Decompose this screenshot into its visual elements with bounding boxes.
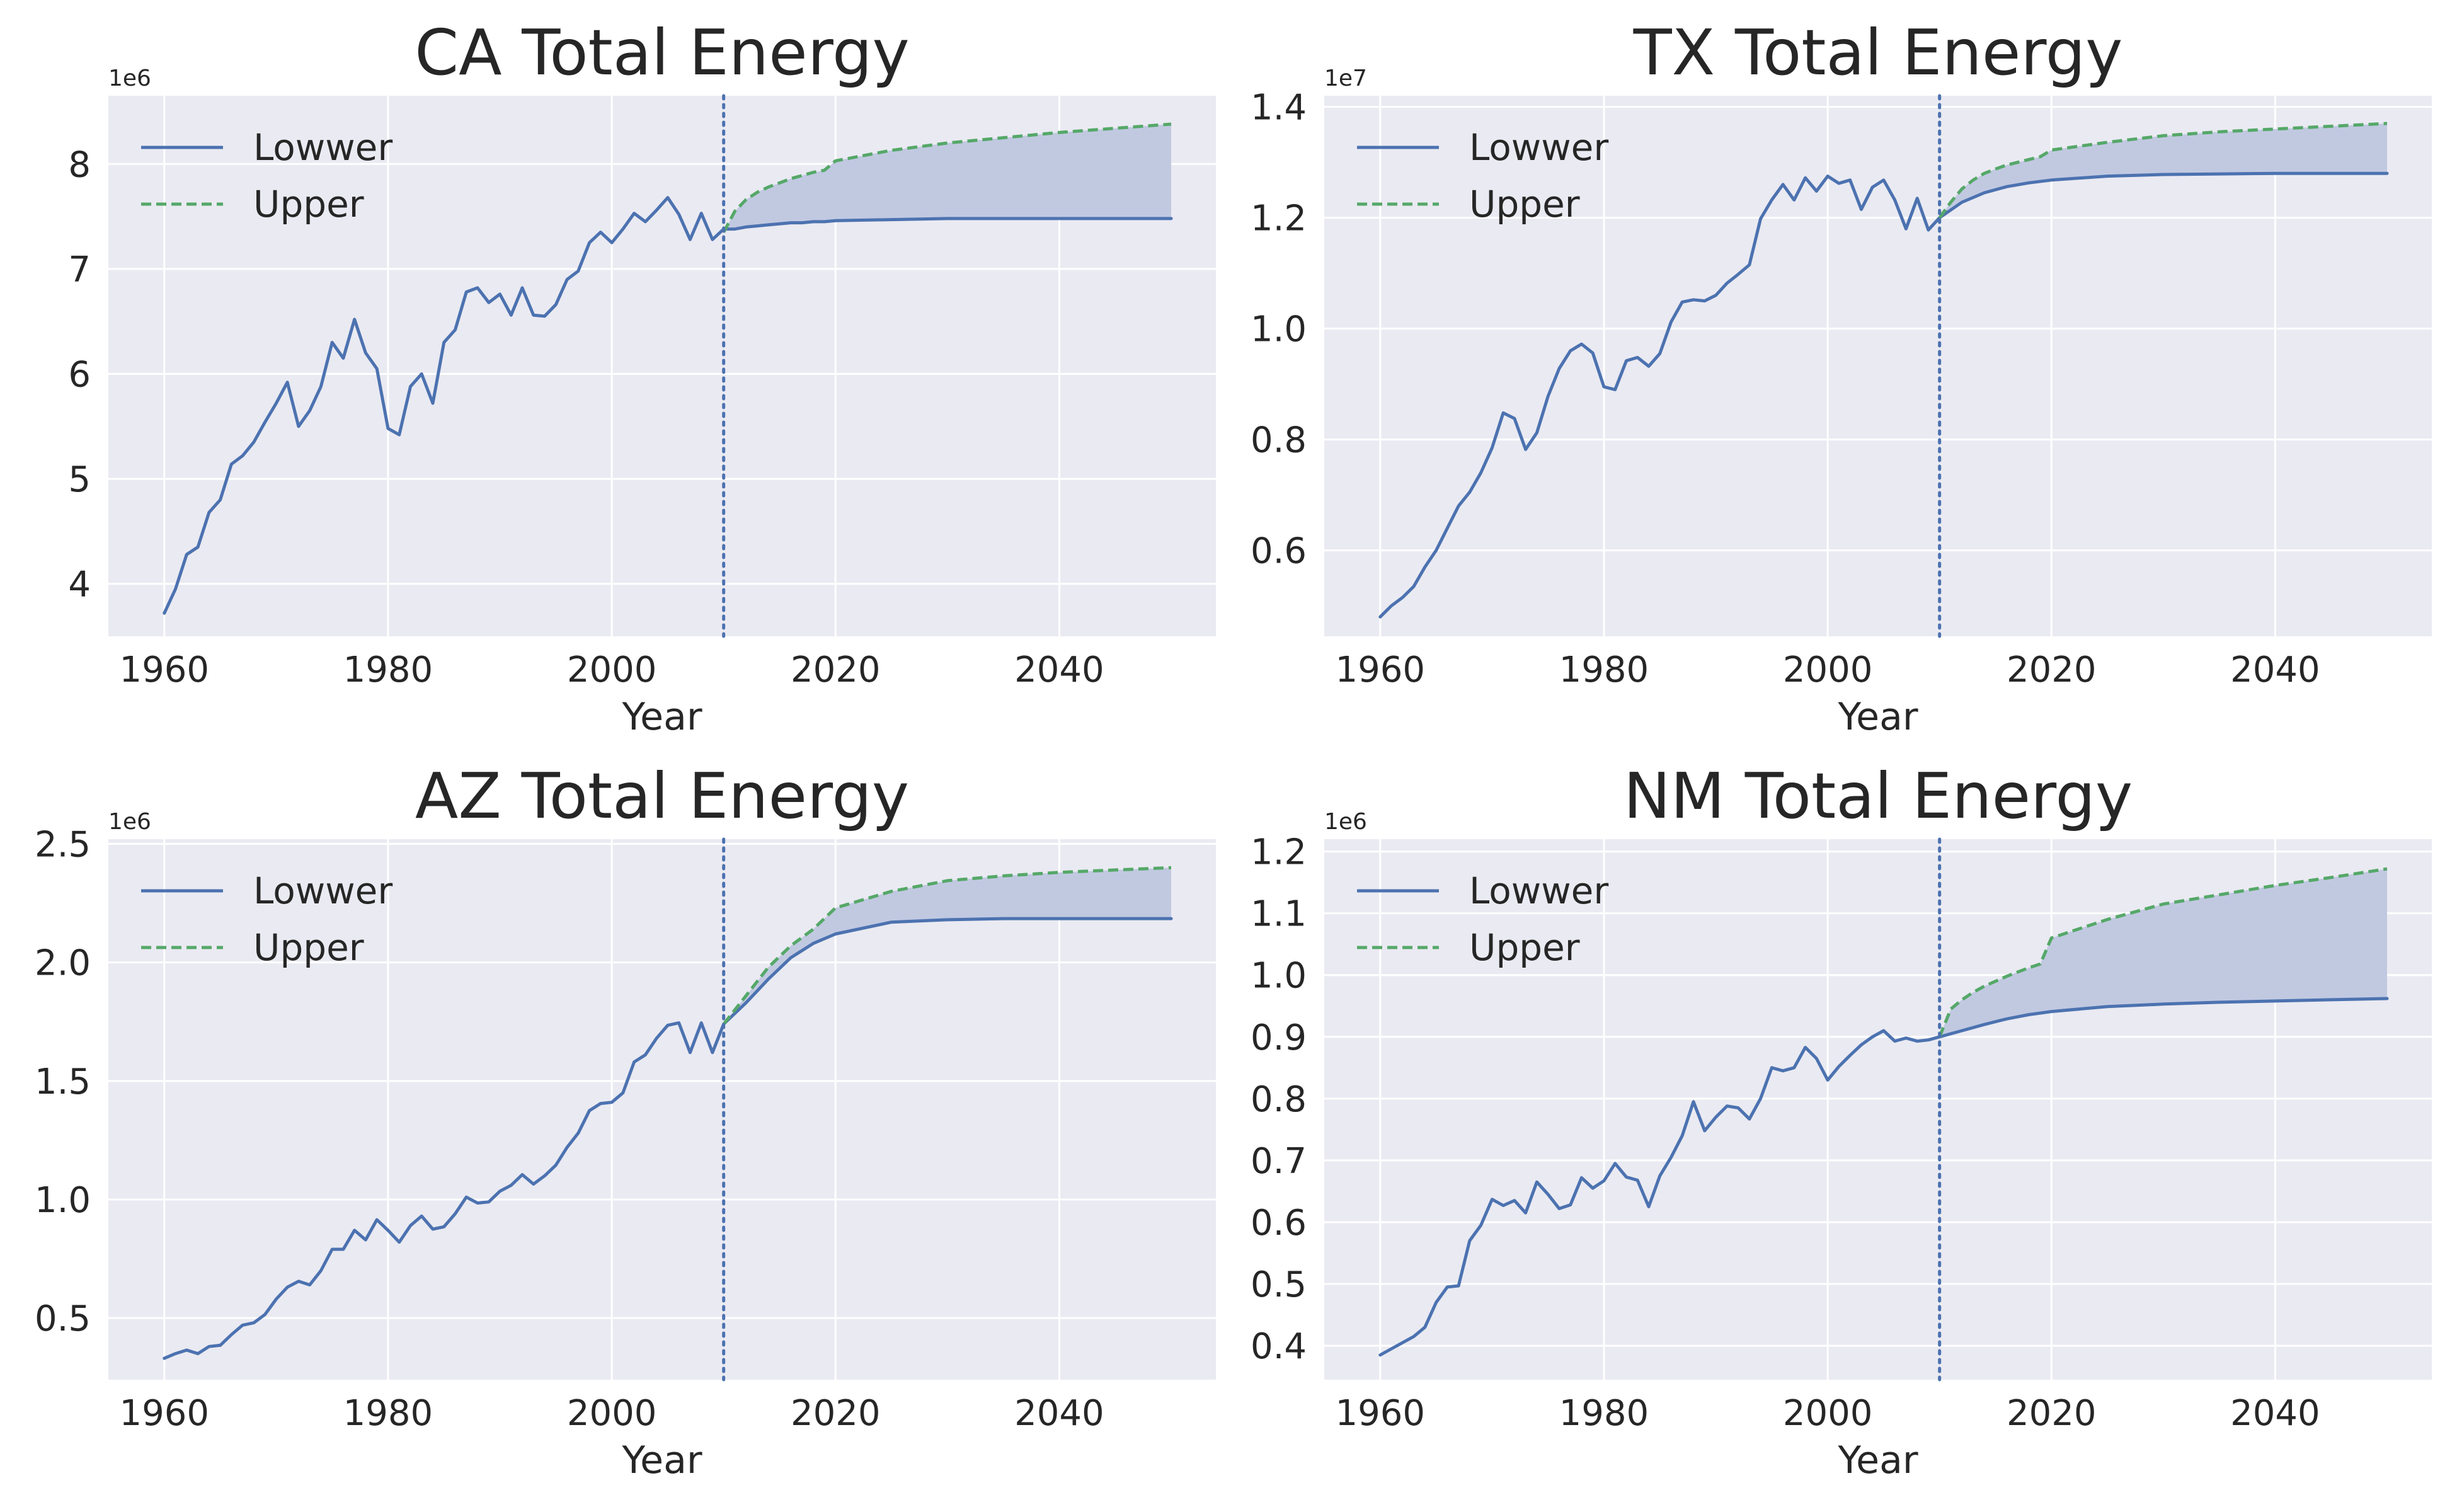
upper-series-line [1938,867,2388,1038]
upper-series-line [1938,122,2388,219]
lower-series-line [1378,171,2389,619]
x-tick-label: 1980 [343,1393,433,1434]
tx-chart-panel: 1960 1980 2000 2020 2040 0.6 0.8 1.0 1.2 1.4 Year 1… [1251,16,2432,739]
legend-label: Upper [1469,183,1580,226]
x-axis-label: Year [1837,695,1918,739]
fill-between-band [1939,123,2387,218]
y-tick-label: 1.1 [1251,894,1307,935]
x-tick-label: 1980 [343,650,433,690]
y-tick-label: 1.0 [1251,309,1307,350]
plot-area [1324,96,2432,636]
lower-series-line [163,196,1173,615]
y-tick-label: 0.9 [1251,1017,1307,1058]
legend-label: Upper [253,183,364,226]
upper-series-line [722,866,1172,1026]
y-tick-label: 0.8 [1251,420,1307,461]
nm-chart-panel: 1960 1980 2000 2020 2040 0.4 0.5 0.6 0.7 0.8 0.9 1.… [1251,759,2432,1482]
legend-label: Lowwer [1469,869,1608,912]
x-tick-label: 2020 [791,650,881,690]
x-tick-label: 1960 [120,1393,210,1434]
chart-title: AZ Total Energy [415,759,909,833]
legend-label: Upper [1469,926,1580,969]
legend-label: Lowwer [253,869,392,912]
legend: Lowwer Upper [141,126,392,226]
x-tick-label: 1980 [1559,650,1649,690]
y-tick-label: 4 [68,564,91,605]
y-tick-label: 0.6 [1251,1203,1307,1244]
y-tick-label: 1.0 [35,1180,91,1221]
y-tick-label: 2.5 [35,825,91,866]
y-tick-label: 1.0 [1251,956,1307,997]
x-tick-label: 2020 [2007,650,2097,690]
az-chart-panel: 1960 1980 2000 2020 2040 0.5 1.0 1.5 2.0 2.5 Year 1… [35,759,1216,1482]
x-tick-label: 2040 [2230,650,2320,690]
y-offset-label: 1e6 [108,809,151,835]
x-tick-label: 2000 [567,650,657,690]
y-offset-label: 1e7 [1324,66,1367,91]
x-axis-label: Year [1837,1438,1918,1482]
legend: Lowwer Upper [141,869,392,969]
lower-series-line [1378,997,2389,1357]
x-tick-label: 1960 [120,650,210,690]
plot-area [108,839,1216,1380]
fill-between-band [723,124,1171,232]
x-tick-label: 1980 [1559,1393,1649,1434]
fill-between-band [723,868,1171,1024]
y-tick-label: 5 [68,459,91,500]
y-tick-label: 2.0 [35,943,91,984]
y-tick-label: 8 [68,144,91,185]
x-axis-label: Year [621,695,702,739]
y-offset-label: 1e6 [108,66,151,91]
x-tick-label: 2020 [2007,1393,2097,1434]
legend-label: Lowwer [253,126,392,169]
legend-label: Upper [253,926,364,969]
x-tick-label: 2000 [567,1393,657,1434]
fill-between-band [1939,869,2387,1037]
x-tick-label: 2040 [1014,1393,1104,1434]
y-tick-label: 0.7 [1251,1141,1307,1182]
upper-series-line [722,122,1172,233]
x-tick-label: 2040 [1014,650,1104,690]
y-tick-label: 0.6 [1251,531,1307,572]
x-tick-label: 2020 [791,1393,881,1434]
x-tick-label: 1960 [1336,1393,1426,1434]
y-tick-label: 1.5 [35,1062,91,1102]
chart-title: CA Total Energy [415,16,909,89]
x-tick-label: 2040 [2230,1393,2320,1434]
y-tick-label: 0.8 [1251,1079,1307,1120]
y-tick-label: 0.5 [1251,1264,1307,1305]
ca-chart-panel: 1960 1980 2000 2020 2040 4 5 6 7 8 Year 1e6 CA Total… [68,16,1216,739]
x-axis-label: Year [621,1438,702,1482]
lower-series-line [163,917,1173,1360]
y-tick-label: 0.4 [1251,1326,1307,1367]
x-tick-label: 2000 [1783,650,1873,690]
y-tick-label: 1.4 [1251,88,1307,129]
y-tick-label: 0.5 [35,1298,91,1339]
chart-title: NM Total Energy [1624,759,2133,833]
y-tick-label: 1.2 [1251,832,1307,873]
y-tick-label: 6 [68,354,91,395]
legend: Lowwer Upper [1357,126,1608,226]
legend-label: Lowwer [1469,126,1608,169]
chart-title: TX Total Energy [1633,16,2123,89]
y-tick-label: 7 [68,249,91,290]
legend: Lowwer Upper [1357,869,1608,969]
y-offset-label: 1e6 [1324,809,1367,835]
y-tick-label: 1.2 [1251,198,1307,239]
x-tick-label: 1960 [1336,650,1426,690]
x-tick-label: 2000 [1783,1393,1873,1434]
